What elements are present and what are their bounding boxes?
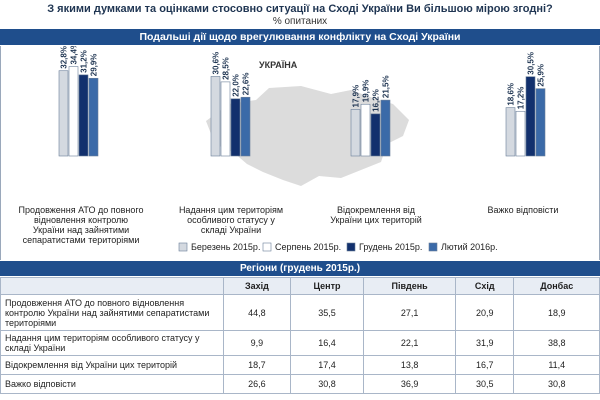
cell: 16,4 — [289, 330, 365, 356]
legend-label: Лютий 2016р. — [441, 242, 498, 252]
cell: 18,9 — [513, 294, 600, 331]
data-label: 28,5% — [222, 57, 231, 80]
bar — [58, 70, 69, 157]
col-header: Схід — [455, 277, 515, 295]
cell: 22,1 — [363, 330, 457, 356]
legend-swatch — [178, 242, 188, 252]
page-title: З якими думками та оцінками стосовно сит… — [47, 3, 553, 15]
table-row: Важко відповісти 26,6 30,8 36,9 30,5 30,… — [0, 374, 600, 394]
data-label: 21,5% — [382, 75, 391, 98]
category-label: особливого статусу у — [187, 215, 275, 225]
page-subtitle: % опитаних — [272, 16, 328, 27]
bar — [210, 76, 221, 157]
cell: 20,9 — [455, 294, 515, 331]
legend-label: Грудень 2015р. — [359, 242, 422, 252]
legend-label: Березень 2015р. — [191, 242, 260, 252]
category-label: Важко відповісти — [488, 205, 559, 215]
table-row: Надання цим територіям особливого статус… — [0, 330, 600, 356]
legend-swatch — [428, 242, 438, 252]
bar-chart: УКРАЇНА 32,8% 34,4% 31,2% 29,9% 30,6% 28,5%22… — [19, 46, 559, 252]
cell: 31,9 — [455, 330, 515, 356]
bar — [525, 76, 536, 157]
map-label: УКРАЇНА — [259, 60, 298, 70]
category-label: України над зайнятими — [33, 225, 129, 235]
category-label: України цих територій — [330, 215, 422, 225]
cell: 17,4 — [289, 355, 365, 375]
cell: 38,8 — [513, 330, 600, 356]
cell: 44,8 — [223, 294, 291, 331]
data-label: 22,0% — [232, 74, 241, 97]
bar — [380, 99, 391, 157]
bar — [350, 109, 361, 157]
table-row: Продовження АТО до повного відновлення к… — [0, 294, 600, 331]
bar — [240, 96, 251, 157]
data-label: 32,8% — [60, 46, 69, 69]
row-label: Важко відповісти — [0, 374, 224, 394]
data-label: 22,6% — [242, 73, 251, 96]
legend-swatch — [262, 242, 272, 252]
bar — [220, 81, 231, 157]
category-label: сепаратистами територіями — [23, 235, 140, 245]
cell: 26,6 — [223, 374, 291, 394]
data-label: 34,4% — [70, 46, 79, 65]
bar — [78, 74, 89, 157]
data-label: 17,2% — [517, 87, 526, 110]
regions-title: Регіони (грудень 2015р.) — [0, 261, 600, 276]
category-label: складі України — [201, 225, 261, 235]
cell: 35,5 — [289, 294, 365, 331]
cell: 36,9 — [363, 374, 457, 394]
data-label: 30,6% — [212, 52, 221, 75]
category-label: відновлення контролю — [34, 215, 128, 225]
cell: 30,5 — [455, 374, 515, 394]
bar — [535, 88, 546, 157]
bar — [370, 113, 381, 157]
cell: 18,7 — [223, 355, 291, 375]
regions-table: Захід Центр Південь Схід Донбас Продовже… — [0, 277, 600, 394]
table-corner — [0, 277, 224, 295]
data-label: 30,5% — [527, 52, 536, 75]
data-label: 19,9% — [362, 80, 371, 103]
chart-panel: УКРАЇНА 32,8% 34,4% 31,2% 29,9% 30,6% 28,5% 22… — [0, 46, 600, 260]
col-header: Центр — [289, 277, 365, 295]
cell: 30,8 — [513, 374, 600, 394]
bar — [230, 98, 241, 157]
col-header: Донбас — [513, 277, 600, 295]
col-header: Південь — [363, 277, 457, 295]
row-label: Відокремлення від України цих територій — [0, 355, 224, 375]
bar — [68, 66, 79, 157]
cell: 27,1 — [363, 294, 457, 331]
data-label: 25,9% — [537, 64, 546, 87]
cell: 11,4 — [513, 355, 600, 375]
row-label: Продовження АТО до повного відновлення к… — [0, 294, 224, 331]
col-header: Захід — [223, 277, 291, 295]
bar — [505, 107, 516, 157]
section-band: Подальші дії щодо врегулювання конфлікту… — [0, 29, 600, 45]
row-label: Надання цим територіям особливого статус… — [0, 330, 224, 356]
data-label: 31,2% — [80, 50, 89, 73]
cell: 9,9 — [223, 330, 291, 356]
category-label: Відокремлення від — [337, 205, 416, 215]
cell: 13,8 — [363, 355, 457, 375]
cell: 16,7 — [455, 355, 515, 375]
data-label: 17,9% — [352, 85, 361, 108]
legend-label: Серпень 2015р. — [275, 242, 341, 252]
data-label: 29,9% — [90, 54, 99, 77]
cell: 30,8 — [289, 374, 365, 394]
category-label: Надання цим територіям — [179, 205, 283, 215]
data-label: 16,2% — [372, 89, 381, 112]
legend-swatch — [346, 242, 356, 252]
data-label: 18,6% — [507, 83, 516, 106]
bar — [360, 103, 371, 157]
category-label: Продовження АТО до повного — [19, 205, 144, 215]
bar — [515, 110, 526, 157]
bar — [88, 77, 99, 157]
table-row: Відокремлення від України цих територій … — [0, 355, 600, 375]
